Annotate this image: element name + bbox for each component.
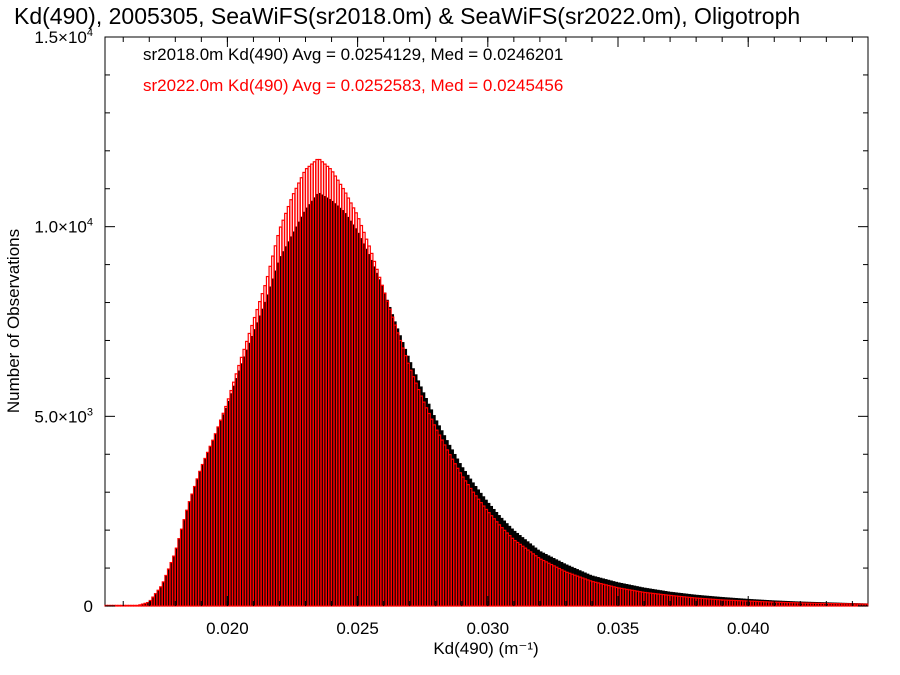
x-tick-label-0: 0.020 [206, 619, 249, 638]
x-tick-label-4: 0.040 [727, 619, 770, 638]
bar-sr2022-0m-12 [135, 604, 140, 607]
x-axis-label: Kd(490) (m⁻¹) [433, 639, 538, 658]
bar-sr2022-0m-8 [125, 604, 129, 607]
x-tick-label-1: 0.025 [336, 619, 379, 638]
legend-entry-sr2022: sr2022.0m Kd(490) Avg = 0.0252583, Med =… [143, 76, 563, 95]
y-tick-label-3: 1.5×104 [34, 27, 93, 47]
y-tick-label-2: 1.0×104 [34, 217, 93, 237]
bar-sr2022-0m-6 [120, 604, 124, 607]
bar-sr2022-0m-9 [127, 604, 132, 607]
y-tick-label-1: 5.0×103 [34, 406, 93, 426]
x-tick-label-2: 0.030 [467, 619, 510, 638]
y-tick-label-0: 0 [84, 597, 93, 616]
bar-sr2022-0m-13 [138, 604, 142, 607]
y-axis-ticks: 0 5.0×103 1.0×104 1.5×104 [34, 27, 868, 616]
bar-sr2022-0m-5 [117, 604, 121, 607]
x-axis-ticks: 0.020 0.025 0.030 0.035 0.040 [122, 37, 853, 638]
x-tick-label-3: 0.035 [597, 619, 640, 638]
bar-sr2022-0m-4 [114, 604, 119, 607]
legend-entry-sr2018: sr2018.0m Kd(490) Avg = 0.0254129, Med =… [143, 45, 563, 64]
bar-sr2022-0m-10 [130, 604, 134, 607]
y-axis-label: Number of Observations [4, 229, 23, 413]
bar-sr2022-0m-11 [133, 604, 137, 607]
series-sr2022-bars [104, 158, 869, 607]
chart-title: Kd(490), 2005305, SeaWiFS(sr2018.0m) & S… [14, 3, 800, 29]
